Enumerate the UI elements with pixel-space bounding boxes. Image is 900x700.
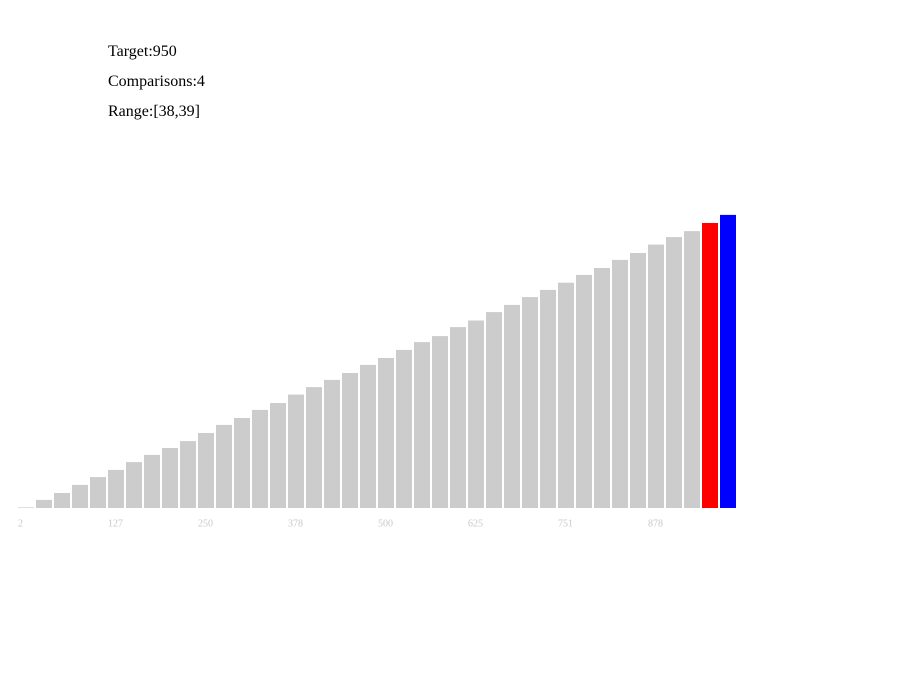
bar — [252, 409, 268, 508]
bar — [666, 237, 682, 508]
bar — [270, 403, 286, 508]
bar — [450, 327, 466, 508]
bar — [36, 499, 52, 508]
bar — [576, 274, 592, 508]
bar — [108, 469, 124, 508]
x-tick-label: 625 — [468, 518, 483, 529]
bar — [486, 312, 502, 508]
bar — [522, 297, 538, 508]
bar — [720, 214, 736, 508]
bar — [162, 448, 178, 508]
bar — [342, 373, 358, 508]
bar — [216, 424, 232, 508]
x-tick-label: 2 — [18, 518, 23, 529]
bar — [504, 304, 520, 508]
bar — [684, 231, 700, 508]
bar — [702, 223, 718, 508]
comparisons-text: Comparisons:4 — [108, 73, 205, 90]
bar — [72, 484, 88, 508]
bar — [432, 336, 448, 508]
bar — [180, 441, 196, 508]
bar — [126, 462, 142, 508]
x-tick-label: 250 — [198, 518, 213, 529]
bar — [396, 349, 412, 508]
bar — [144, 454, 160, 508]
range-text: Range:[38,39] — [108, 103, 200, 120]
bar — [54, 493, 70, 508]
bar — [324, 379, 340, 508]
bar — [468, 320, 484, 508]
bar — [90, 477, 106, 508]
bar — [558, 282, 574, 508]
bar — [594, 268, 610, 508]
bar — [630, 253, 646, 508]
x-tick-label: 751 — [558, 518, 573, 529]
bar — [648, 244, 664, 508]
bar — [288, 394, 304, 508]
target-text: Target:950 — [108, 43, 177, 60]
bar — [306, 387, 322, 508]
x-tick-label: 127 — [108, 518, 123, 529]
x-tick-label: 878 — [648, 518, 663, 529]
bar — [234, 418, 250, 508]
bar — [414, 342, 430, 508]
bar — [360, 364, 376, 508]
bar — [378, 358, 394, 508]
bar — [18, 507, 34, 508]
bar — [198, 433, 214, 508]
bar — [540, 289, 556, 508]
bar — [612, 259, 628, 508]
x-tick-label: 378 — [288, 518, 303, 529]
x-tick-label: 500 — [378, 518, 393, 529]
